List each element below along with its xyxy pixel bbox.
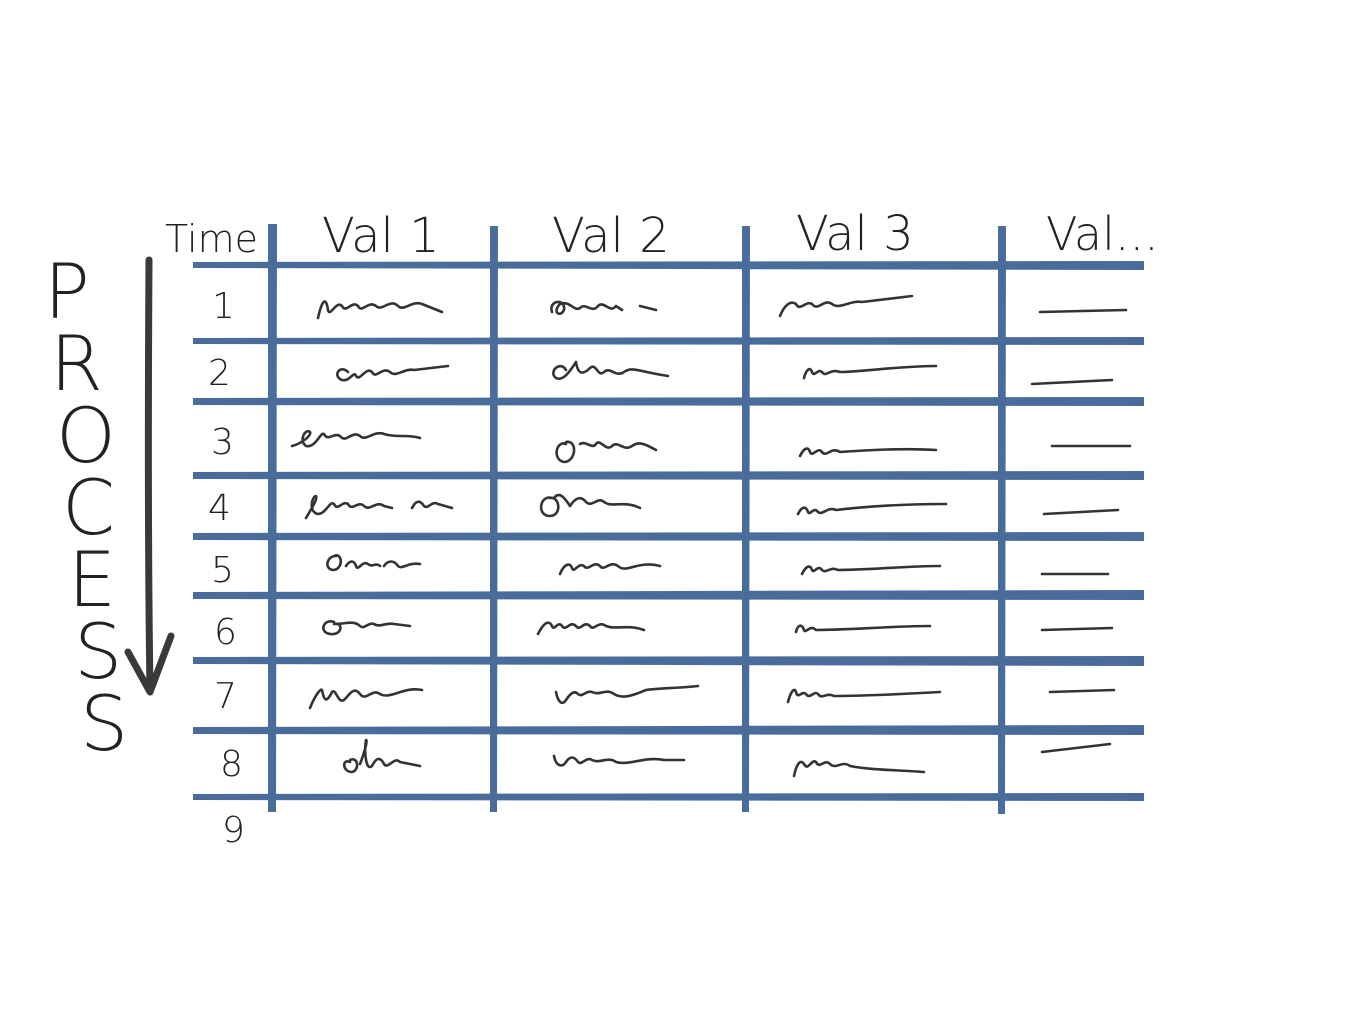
scribble-value (802, 364, 938, 380)
process-letter: R (50, 319, 103, 408)
scribble-value (536, 621, 646, 636)
column-header-val-3: Val 3 (796, 206, 914, 262)
row-label: 9 (222, 810, 245, 851)
grid-line (193, 261, 1144, 270)
scribble-value (558, 563, 662, 576)
scribble-value (778, 294, 914, 318)
scribble-value (796, 502, 948, 516)
grid-vertical-lines (268, 224, 1006, 814)
grid-line (490, 226, 498, 812)
scribble-value (794, 624, 932, 634)
scribble-value (792, 759, 926, 778)
row-labels: 1 2 3 4 5 6 7 8 9 (208, 286, 245, 851)
scribble-value (308, 687, 424, 710)
grid-line (268, 224, 277, 812)
row-label: 3 (211, 422, 234, 463)
column-header-val-1: Val 1 (322, 208, 440, 264)
down-arrow-icon (124, 256, 175, 696)
row-label: 7 (214, 676, 237, 717)
scribble-value (786, 688, 942, 704)
scribble-value (539, 493, 642, 518)
grid-line (742, 226, 750, 812)
process-letter: P (44, 247, 90, 336)
scribble-value (326, 554, 422, 572)
scribble-value (1030, 378, 1114, 386)
grid-line (193, 397, 1144, 406)
row-label: 4 (208, 488, 231, 529)
scribble-value (342, 738, 422, 774)
scribble-value (552, 754, 686, 767)
grid-line (193, 532, 1144, 541)
process-letter: E (68, 535, 116, 624)
grid-horizontal-lines (193, 261, 1144, 801)
process-letter: S (80, 679, 128, 768)
process-letter: S (74, 607, 122, 696)
scribble-value (1040, 626, 1114, 632)
grid-line (193, 471, 1144, 480)
grid-line (193, 337, 1144, 345)
grid-line (193, 590, 1144, 600)
scribble-value (290, 429, 422, 448)
row-label: 8 (220, 744, 243, 785)
scribble-value (798, 447, 938, 458)
grid-line (193, 793, 1144, 801)
scribble-value (304, 494, 454, 520)
process-letter: O (56, 391, 116, 480)
scribble-value (336, 364, 450, 382)
scribble-value (555, 440, 658, 464)
scribble-value (1038, 308, 1128, 314)
row-label: 1 (212, 286, 235, 327)
scribble-value (800, 564, 942, 576)
column-header-val-2: Val 2 (552, 208, 670, 264)
scribble-value (1048, 688, 1116, 694)
scribble-value (316, 300, 444, 320)
column-header-val-more: Val... (1046, 207, 1159, 261)
scribbled-values (290, 294, 1132, 778)
time-header: Time (165, 217, 258, 261)
grid-line (193, 725, 1144, 735)
grid-line (998, 226, 1006, 814)
scribble-value (322, 620, 412, 636)
process-letter: C (62, 463, 115, 552)
scribble-value (1042, 508, 1120, 516)
row-label: 5 (211, 550, 234, 591)
row-label: 6 (214, 612, 237, 653)
scribble-value (1040, 742, 1112, 754)
scribble-value (550, 300, 658, 316)
scribble-value (552, 360, 670, 380)
grid-line (193, 656, 1144, 666)
row-label: 2 (208, 353, 231, 394)
scribble-value (554, 684, 700, 705)
